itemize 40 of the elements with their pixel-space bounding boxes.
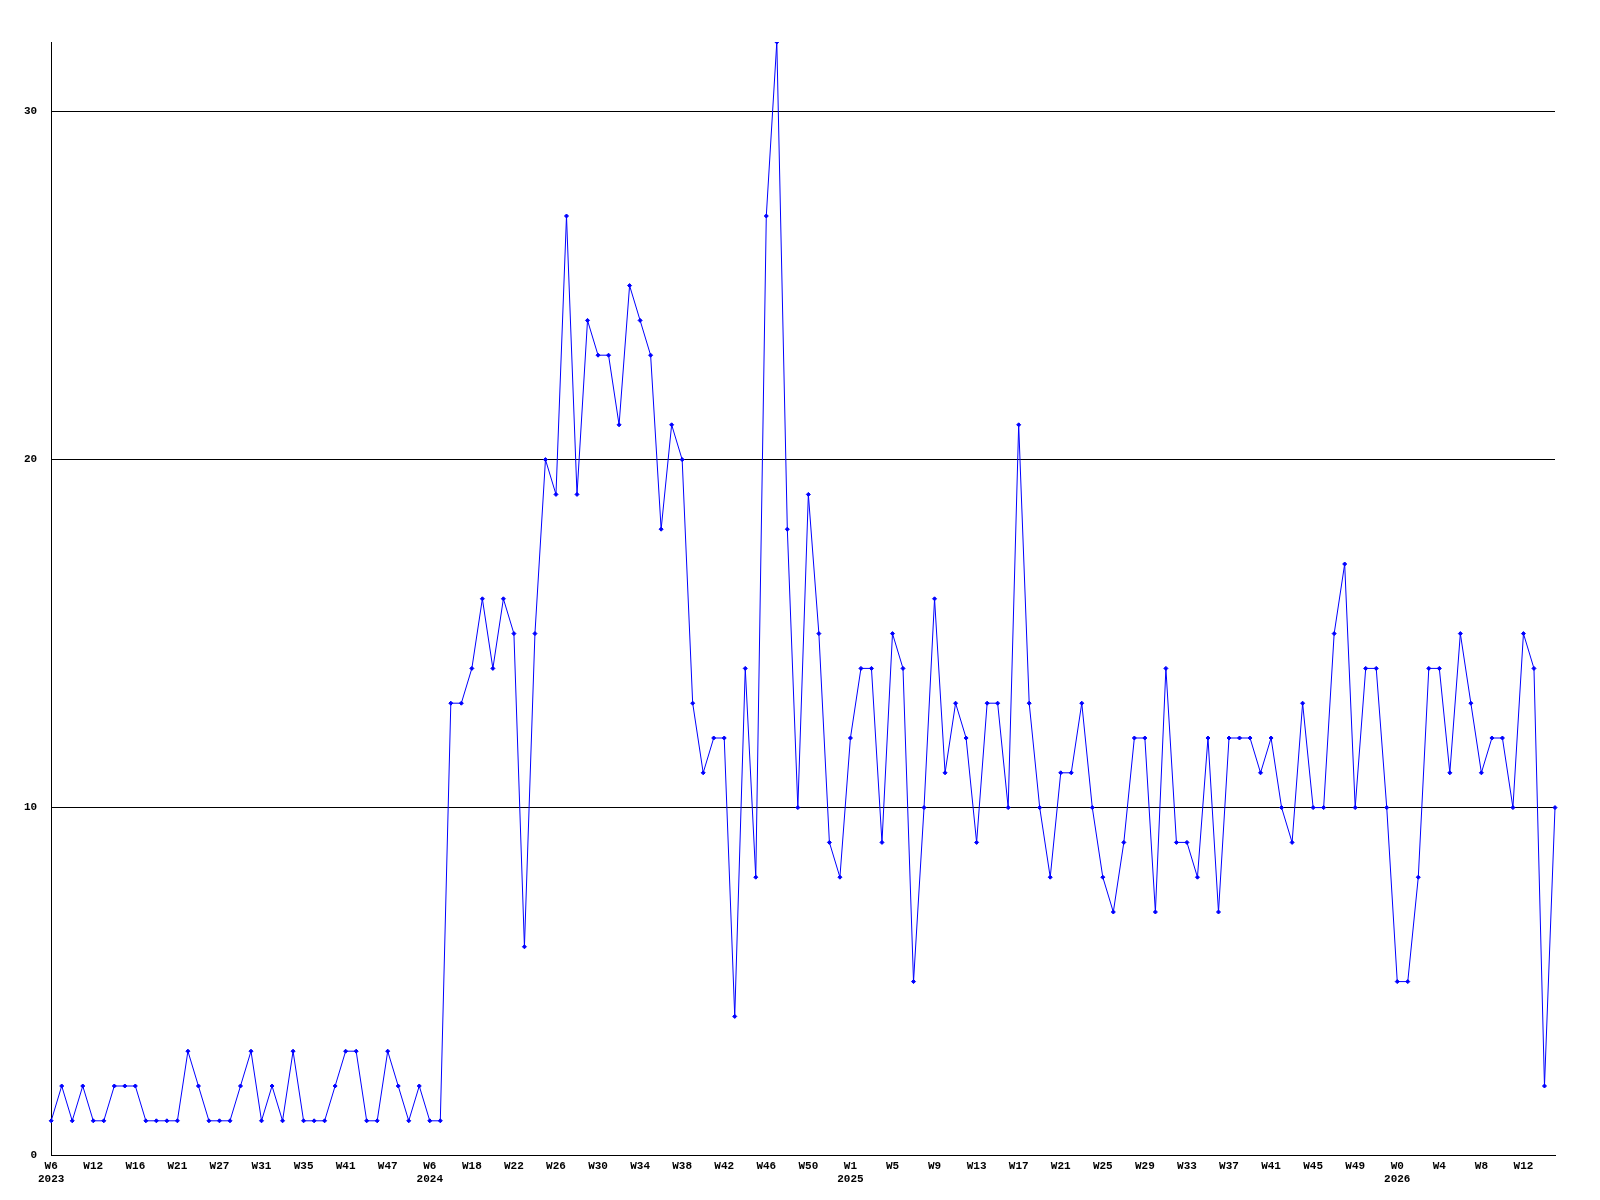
y-tick-label: 0 — [30, 1149, 38, 1162]
x-tick-label: W29 — [1134, 1159, 1155, 1172]
x-tick-label: W25 — [1092, 1159, 1114, 1172]
x-tick-label: W9 — [927, 1159, 942, 1172]
x-tick-label: W30 — [588, 1159, 608, 1172]
x-tick-label: W35 — [293, 1159, 314, 1172]
x-tick-label: W31 — [251, 1159, 272, 1172]
x-tick-label: W21 — [167, 1159, 188, 1172]
x-tick-label: W50 — [798, 1159, 819, 1172]
x-tick-label: W8 — [1474, 1159, 1489, 1172]
x-tick-label: W6 2024 — [416, 1159, 444, 1186]
x-tick-label: W12 — [1513, 1159, 1534, 1172]
x-tick-label: W12 — [83, 1159, 104, 1172]
x-tick-label: W42 — [714, 1159, 735, 1172]
x-tick-label: W22 — [504, 1159, 524, 1172]
x-tick-label: W26 — [546, 1159, 566, 1172]
x-tick-label: W37 — [1219, 1159, 1239, 1172]
x-tick-label: W6 2023 — [38, 1159, 65, 1186]
x-tick-label: W4 — [1432, 1159, 1447, 1172]
y-tick-label: 10 — [24, 801, 38, 814]
x-tick-label: W47 — [377, 1159, 398, 1172]
x-tick-label: W5 — [885, 1159, 900, 1172]
x-tick-label: W49 — [1345, 1159, 1366, 1172]
x-tick-label: W41 — [1261, 1159, 1282, 1172]
x-tick-label: W46 — [756, 1159, 777, 1172]
x-tick-label: W27 — [209, 1159, 230, 1172]
x-tick-label: W45 — [1303, 1159, 1324, 1172]
x-tick-label: W17 — [1008, 1159, 1029, 1172]
x-tick-label: W0 2026 — [1384, 1159, 1411, 1186]
x-tick-label: W21 — [1050, 1159, 1072, 1172]
x-tick-label: W41 — [335, 1159, 356, 1172]
x-tick-label: W34 — [630, 1159, 651, 1172]
y-tick-label: 30 — [24, 105, 38, 118]
x-tick-label: W18 — [461, 1159, 483, 1172]
x-tick-label: W13 — [966, 1159, 987, 1172]
x-tick-label: W16 — [125, 1159, 146, 1172]
y-tick-label: 20 — [24, 453, 38, 466]
x-tick-label: W38 — [672, 1159, 693, 1172]
x-tick-label: W33 — [1177, 1159, 1198, 1172]
x-tick-label: W1 2025 — [837, 1159, 865, 1186]
